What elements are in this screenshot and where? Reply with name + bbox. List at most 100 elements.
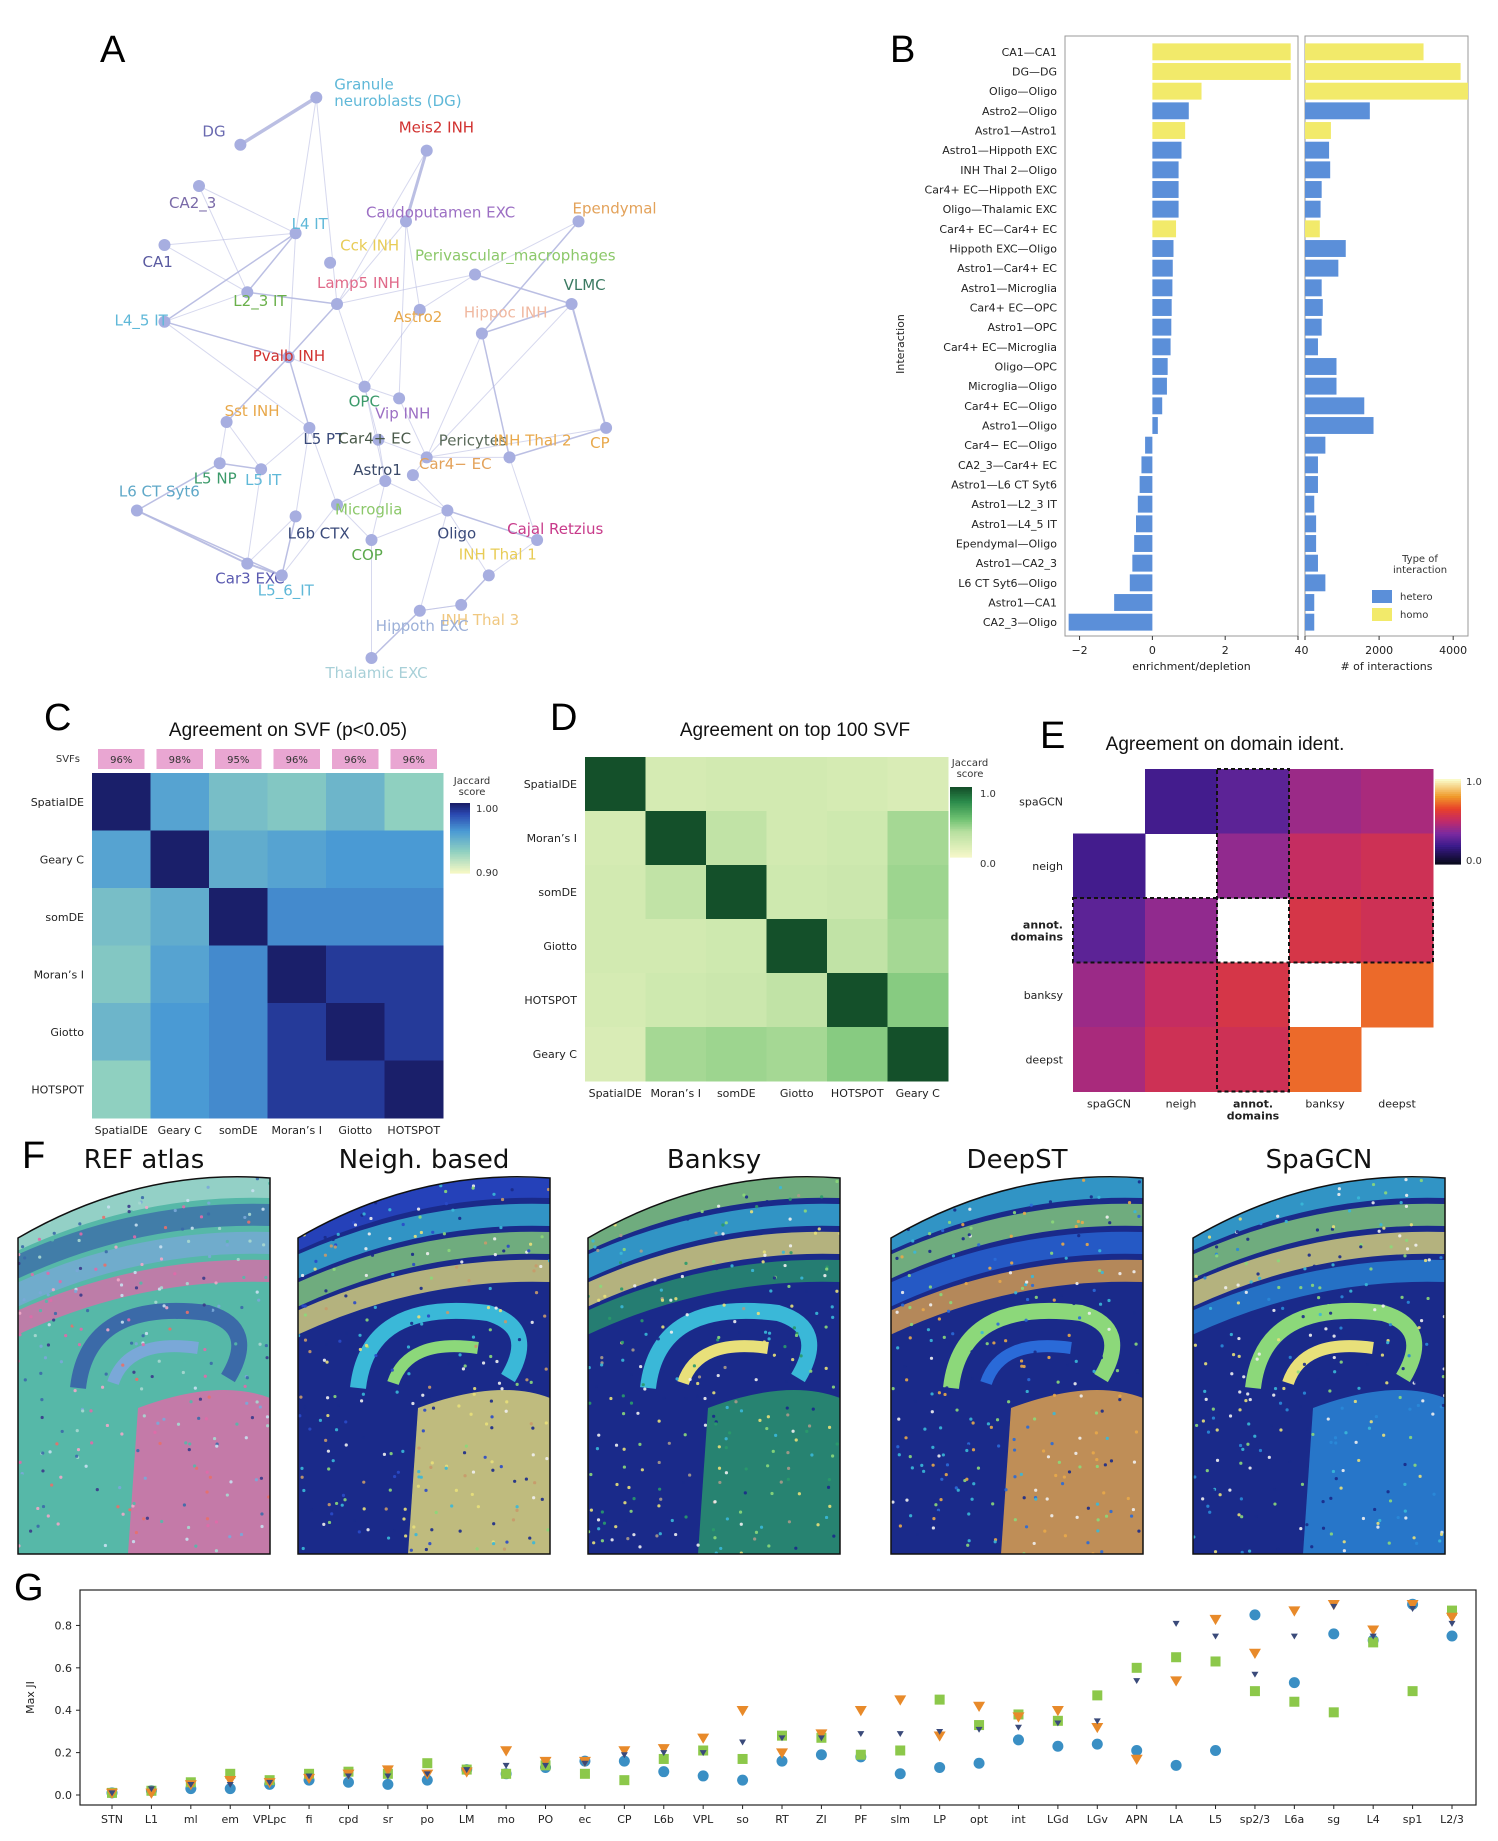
- cell-dot: [898, 1524, 902, 1528]
- cell-dot: [394, 1179, 398, 1183]
- cell-dot: [1206, 1504, 1210, 1508]
- col-label: neigh: [1166, 1098, 1197, 1111]
- svf-percent-badge: [156, 749, 203, 769]
- cell-dot: [208, 1475, 212, 1479]
- cell-dot: [896, 1331, 900, 1335]
- cell-dot: [1098, 1269, 1102, 1273]
- cell-dot: [589, 1472, 593, 1477]
- cell-dot: [1333, 1370, 1337, 1374]
- cell-dot: [1412, 1536, 1416, 1540]
- cell-dot: [474, 1344, 478, 1348]
- dentate-arc: [107, 1340, 199, 1386]
- network-edge: [198, 185, 296, 234]
- scatter-point: [1131, 1662, 1142, 1673]
- cell-dot: [913, 1399, 917, 1403]
- cell-dot: [209, 1361, 213, 1365]
- cell-dot: [900, 1255, 904, 1259]
- cell-dot: [529, 1422, 533, 1426]
- cell-dot: [973, 1186, 977, 1190]
- cell-dot: [235, 1422, 239, 1426]
- cell-dot: [966, 1444, 970, 1448]
- cell-dot: [199, 1215, 204, 1219]
- colorbar-step: [950, 797, 972, 800]
- cell-dot: [835, 1179, 839, 1184]
- network-node-label: Sst INH: [225, 402, 280, 420]
- legend-swatch: [1372, 590, 1392, 603]
- scatter-point: [619, 1775, 630, 1786]
- cell-dot: [458, 1353, 462, 1357]
- cell-dot: [79, 1232, 83, 1236]
- colorbar-step: [450, 867, 470, 871]
- cell-dot: [1134, 1430, 1139, 1434]
- cell-dot: [928, 1285, 932, 1289]
- cell-dot: [926, 1328, 931, 1332]
- cell-dot: [18, 1460, 22, 1464]
- cell-dot: [937, 1317, 941, 1321]
- cell-dot: [657, 1460, 661, 1465]
- heatmap-cell: [267, 773, 327, 831]
- cell-dot: [670, 1518, 674, 1523]
- cell-dot: [1237, 1513, 1241, 1517]
- cell-dot: [486, 1306, 491, 1310]
- cell-dot: [325, 1342, 329, 1346]
- network-node: [503, 451, 516, 464]
- scatter-point: [1212, 1633, 1220, 1640]
- cell-dot: [185, 1537, 189, 1541]
- cell-dot: [44, 1299, 48, 1303]
- heatmap-cell: [1145, 1027, 1218, 1092]
- cell-dot: [1074, 1451, 1078, 1455]
- colorbar-step: [1435, 853, 1461, 857]
- network-edge: [426, 427, 607, 458]
- network-edge: [371, 480, 386, 541]
- cell-dot: [891, 1387, 895, 1391]
- cell-dot: [428, 1385, 432, 1389]
- colorbar-step: [1435, 847, 1461, 850]
- cell-dot: [922, 1469, 926, 1473]
- cell-dot: [661, 1369, 666, 1374]
- network-node: [310, 91, 323, 104]
- cell-dot: [590, 1203, 595, 1207]
- cell-dot: [1096, 1518, 1100, 1522]
- cell-dot: [811, 1407, 815, 1411]
- cell-dot: [904, 1436, 908, 1440]
- cell-dot: [1077, 1316, 1082, 1320]
- cell-dot: [800, 1276, 804, 1280]
- cell-dot: [242, 1275, 246, 1280]
- cell-dot: [1098, 1302, 1103, 1306]
- cell-dot: [1072, 1301, 1076, 1306]
- cell-dot: [418, 1397, 422, 1401]
- cell-dot: [1441, 1375, 1445, 1379]
- cell-dot: [74, 1289, 78, 1293]
- cell-dot: [1422, 1313, 1426, 1317]
- colorbar-step: [950, 855, 972, 858]
- cell-dot: [499, 1225, 503, 1230]
- cell-dot: [1080, 1220, 1084, 1225]
- network-edge: [295, 427, 310, 517]
- cell-dot: [1357, 1386, 1361, 1390]
- scatter-point: [1051, 1706, 1064, 1717]
- cell-dot: [205, 1470, 209, 1474]
- cell-dot: [176, 1422, 181, 1426]
- cell-dot: [939, 1498, 943, 1502]
- cell-dot: [525, 1378, 529, 1382]
- cell-dot: [830, 1454, 835, 1458]
- cell-dot: [759, 1525, 764, 1529]
- cell-dot: [94, 1407, 98, 1412]
- cell-dot: [52, 1318, 56, 1322]
- cell-dot: [527, 1249, 531, 1253]
- cell-dot: [658, 1487, 662, 1491]
- row-label: Moran’s I: [527, 832, 577, 845]
- network-node: [406, 469, 419, 482]
- cell-dot: [476, 1505, 480, 1509]
- enrichment-bar: [1132, 554, 1153, 572]
- heatmap-cell: [706, 811, 767, 866]
- cell-dot: [1371, 1182, 1376, 1187]
- cell-dot: [905, 1378, 909, 1382]
- cell-dot: [628, 1188, 633, 1192]
- colorbar-step: [950, 802, 972, 806]
- network-edge: [336, 150, 428, 305]
- cell-dot: [50, 1238, 55, 1242]
- cell-dot: [788, 1244, 793, 1248]
- cell-dot: [1022, 1496, 1026, 1500]
